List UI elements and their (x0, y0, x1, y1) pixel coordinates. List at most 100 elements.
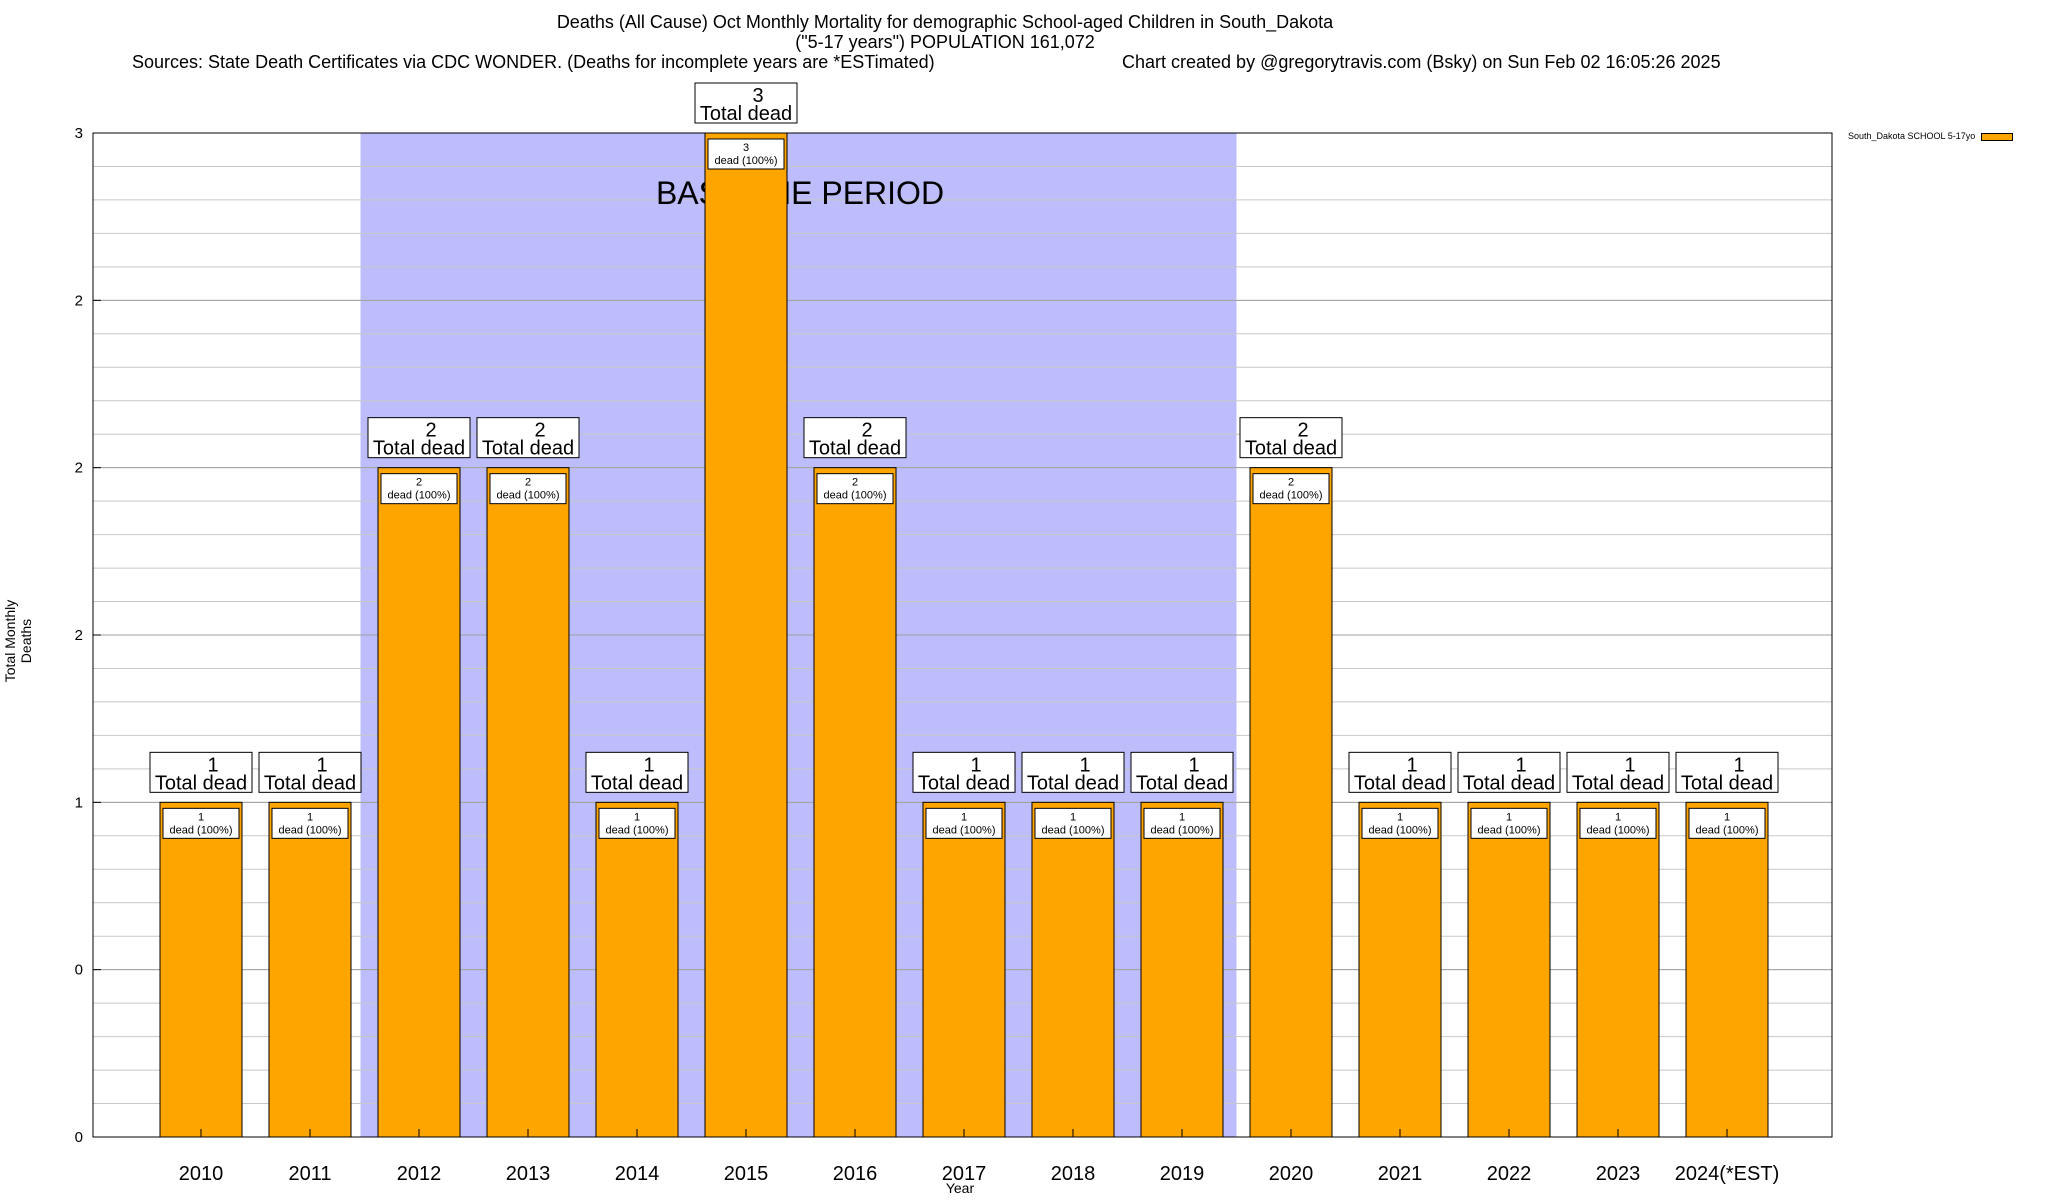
bar-total-box (803, 417, 907, 459)
x-tick-label: 2019 (1160, 1163, 1205, 1185)
bar-inner-count: 1 (1070, 811, 1076, 823)
x-tick-label: 2010 (179, 1163, 224, 1185)
bar-total-box (1021, 751, 1125, 793)
bar-inner-label: dead (100%) (1042, 824, 1105, 836)
bar-inner-box (1252, 473, 1330, 505)
bar-total-box (1566, 751, 1670, 793)
y-tick-label: 3 (75, 125, 83, 142)
bar (1358, 801, 1442, 1138)
x-tick-label: 2013 (506, 1163, 551, 1185)
bar-total-count: 2 (425, 420, 436, 442)
bar-total-count: 1 (1624, 754, 1635, 776)
bar-total-label: Total dead (373, 438, 465, 460)
bar-total-label: Total dead (1136, 772, 1228, 794)
bar-total-box (258, 751, 362, 793)
bar (922, 801, 1006, 1138)
bar-inner-box (1361, 807, 1439, 839)
y-tick-label: 2 (75, 292, 83, 309)
bar-inner-label: dead (100%) (933, 824, 996, 836)
bar-inner-box (1034, 807, 1112, 839)
bar-inner-label: dead (100%) (279, 824, 342, 836)
bar-inner-box (380, 473, 458, 505)
x-tick-label: 2023 (1596, 1163, 1641, 1185)
bar-inner-box (1470, 807, 1548, 839)
bar-total-label: Total dead (918, 772, 1010, 794)
bar-total-count: 1 (1733, 754, 1744, 776)
bar-total-label: Total dead (809, 438, 901, 460)
bar-inner-count: 2 (852, 477, 858, 489)
bar-inner-label: dead (100%) (497, 490, 560, 502)
bar-inner-label: dead (100%) (1369, 824, 1432, 836)
x-tick-label: 2024(*EST) (1675, 1163, 1780, 1185)
bar-inner-box (598, 807, 676, 839)
bar-total-label: Total dead (700, 103, 792, 125)
bar-total-box (1348, 751, 1452, 793)
bar-total-label: Total dead (1681, 772, 1773, 794)
x-tick-label: 2012 (397, 1163, 442, 1185)
legend-swatch (1981, 132, 2014, 141)
bar-inner-label: dead (100%) (1478, 824, 1541, 836)
bar-inner-label: dead (100%) (388, 490, 451, 502)
bar (704, 132, 788, 1138)
x-tick-label: 2021 (1378, 1163, 1423, 1185)
y-tick-label: 2 (75, 460, 83, 477)
bar-inner-box (162, 807, 240, 839)
bar-total-count: 1 (316, 754, 327, 776)
bar-inner-count: 2 (416, 477, 422, 489)
bar-inner-count: 1 (1179, 811, 1185, 823)
bar-total-box (694, 82, 798, 124)
x-tick-label: 2014 (615, 1163, 660, 1185)
bar-total-box (1675, 751, 1779, 793)
bar-inner-count: 1 (1506, 811, 1512, 823)
bar-inner-count: 1 (198, 811, 204, 823)
y-axis-label: Total Monthly Deaths (2, 599, 34, 683)
bar-total-label: Total dead (1572, 772, 1664, 794)
legend-entry-label: South_Dakota SCHOOL 5-17yo (1848, 131, 1976, 141)
bar-total-box (367, 417, 471, 459)
y-tick-label: 0 (75, 962, 83, 979)
bar-inner-count: 2 (525, 477, 531, 489)
chart-title: Deaths (All Cause) Oct Monthly Mortality… (556, 12, 1334, 32)
bar-inner-box (1688, 807, 1766, 839)
bar (268, 801, 352, 1138)
x-axis-label: Year (945, 1180, 975, 1196)
bar-inner-count: 1 (1615, 811, 1621, 823)
bar-total-count: 2 (861, 420, 872, 442)
bar (377, 467, 461, 1138)
bar (1031, 801, 1115, 1138)
bar-total-label: Total dead (264, 772, 356, 794)
y-tick-label: 0 (75, 1129, 83, 1146)
bar-inner-count: 3 (743, 142, 749, 154)
bar-total-count: 2 (534, 420, 545, 442)
bar-total-count: 1 (1079, 754, 1090, 776)
bar-total-count: 1 (1188, 754, 1199, 776)
bar-inner-box (489, 473, 567, 505)
x-tick-label: 2015 (724, 1163, 769, 1185)
bar-inner-label: dead (100%) (606, 824, 669, 836)
x-tick-label: 2016 (833, 1163, 878, 1185)
bar-inner-box (1579, 807, 1657, 839)
bar-inner-box (925, 807, 1003, 839)
bar (159, 801, 243, 1138)
chart-subtitle: ("5-17 years") POPULATION 161,072 (795, 32, 1095, 52)
bar-total-label: Total dead (1354, 772, 1446, 794)
bar-inner-count: 1 (634, 811, 640, 823)
legend: South_Dakota SCHOOL 5-17yo (1848, 131, 2014, 141)
bar-total-count: 2 (1297, 420, 1308, 442)
x-tick-label: 2022 (1487, 1163, 1532, 1185)
bar-inner-label: dead (100%) (715, 155, 778, 167)
x-tick-label: 2011 (288, 1163, 331, 1185)
bar (595, 801, 679, 1138)
bar (813, 467, 897, 1138)
bar-total-label: Total dead (482, 438, 574, 460)
bar-inner-box (271, 807, 349, 839)
bar-inner-count: 2 (1288, 477, 1294, 489)
x-tick-label: 2017 (942, 1163, 987, 1185)
bar-total-count: 1 (970, 754, 981, 776)
bar (1467, 801, 1551, 1138)
bar (486, 467, 570, 1138)
bar-total-label: Total dead (591, 772, 683, 794)
bar-inner-box (1143, 807, 1221, 839)
y-tick-label: 2 (75, 627, 83, 644)
